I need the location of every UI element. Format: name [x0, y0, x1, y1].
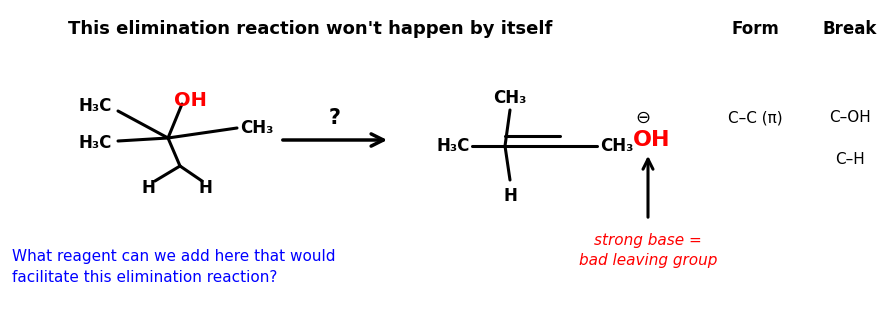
- Text: C–C (π): C–C (π): [728, 111, 782, 126]
- Text: CH₃: CH₃: [493, 89, 526, 107]
- Text: What reagent can we add here that would: What reagent can we add here that would: [12, 249, 335, 263]
- Text: Break: Break: [822, 20, 877, 38]
- Text: This elimination reaction won't happen by itself: This elimination reaction won't happen b…: [68, 20, 552, 38]
- Text: H₃C: H₃C: [78, 134, 112, 152]
- Text: C–OH: C–OH: [830, 111, 871, 126]
- Text: bad leaving group: bad leaving group: [579, 253, 717, 268]
- Text: ⊖: ⊖: [635, 109, 650, 127]
- Text: OH: OH: [633, 130, 671, 150]
- Text: ?: ?: [329, 108, 341, 128]
- Text: strong base =: strong base =: [594, 233, 702, 248]
- Text: CH₃: CH₃: [240, 119, 273, 137]
- Text: CH₃: CH₃: [600, 137, 633, 155]
- Text: H₃C: H₃C: [78, 97, 112, 115]
- Text: H: H: [141, 179, 155, 197]
- Text: C–H: C–H: [835, 153, 865, 168]
- Text: facilitate this elimination reaction?: facilitate this elimination reaction?: [12, 271, 277, 285]
- Text: Form: Form: [731, 20, 779, 38]
- Text: OH: OH: [174, 91, 206, 110]
- Text: H: H: [503, 187, 517, 205]
- Text: H: H: [198, 179, 212, 197]
- Text: H₃C: H₃C: [436, 137, 470, 155]
